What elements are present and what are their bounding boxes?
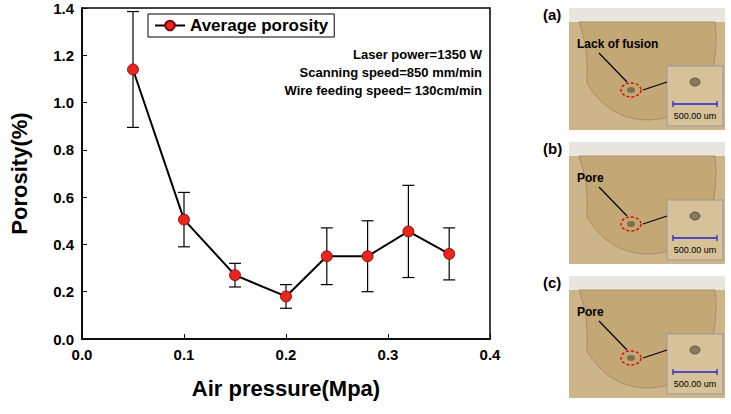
html-text:(c): (c): [543, 274, 562, 291]
svg-text:500.00 um: 500.00 um: [674, 245, 717, 255]
svg-text:0.0: 0.0: [72, 346, 93, 363]
svg-text:Scanning speed=850 mm/min: Scanning speed=850 mm/min: [300, 65, 482, 80]
svg-text:500.00 um: 500.00 um: [674, 379, 717, 389]
svg-text:0.0: 0.0: [53, 331, 74, 348]
svg-text:0.8: 0.8: [53, 141, 74, 158]
svg-text:Wire feeding speed= 130cm/min: Wire feeding speed= 130cm/min: [285, 83, 483, 98]
svg-text:Average porosity: Average porosity: [190, 16, 329, 35]
svg-text:500.00 um: 500.00 um: [674, 111, 717, 121]
svg-text:0.6: 0.6: [53, 189, 74, 206]
html-text:(b): (b): [543, 140, 563, 157]
svg-text:1.0: 1.0: [53, 94, 74, 111]
svg-text:0.1: 0.1: [174, 346, 195, 363]
svg-text:0.4: 0.4: [53, 236, 75, 253]
svg-text:0.3: 0.3: [378, 346, 399, 363]
svg-text:Air pressure(Mpa): Air pressure(Mpa): [192, 376, 380, 401]
svg-text:Pore: Pore: [577, 171, 604, 185]
svg-text:0.4: 0.4: [480, 346, 502, 363]
svg-text:0.2: 0.2: [276, 346, 297, 363]
svg-text:0.2: 0.2: [53, 283, 74, 300]
svg-text:Laser power=1350 W: Laser power=1350 W: [353, 47, 483, 62]
svg-text:1.4: 1.4: [53, 0, 75, 17]
svg-text:Lack of fusion: Lack of fusion: [577, 37, 658, 51]
svg-text:1.2: 1.2: [53, 47, 74, 64]
html-text:(a): (a): [543, 6, 562, 23]
svg-text:Porosity(%): Porosity(%): [7, 112, 32, 234]
svg-text:Pore: Pore: [577, 305, 604, 319]
